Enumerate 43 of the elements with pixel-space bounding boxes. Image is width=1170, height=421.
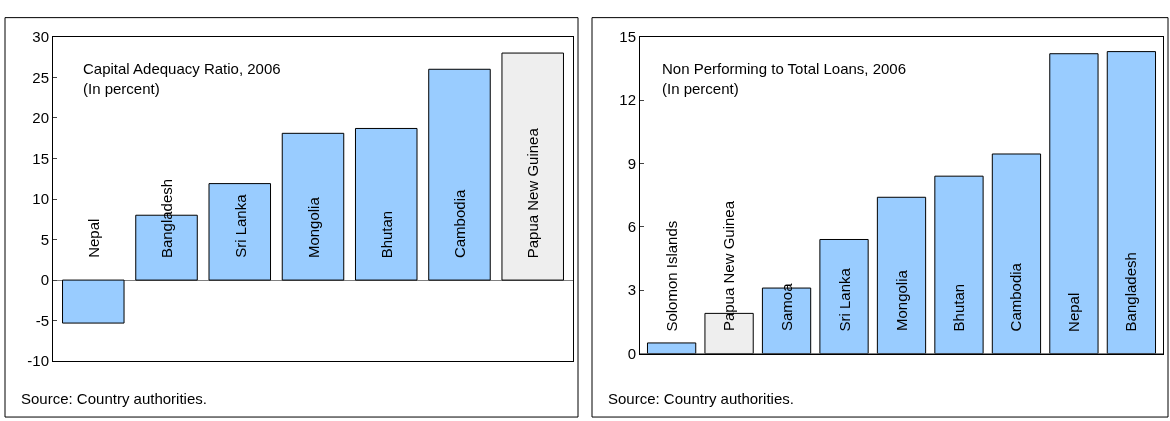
y-tick-label: 30 (32, 28, 49, 46)
y-tick-label: 3 (627, 281, 636, 299)
category-label: Mongolia (304, 197, 322, 259)
y-tick-label: 5 (40, 230, 49, 248)
text: (In percent) (662, 79, 739, 97)
bar (501, 52, 564, 281)
y-tick-label: -5 (35, 311, 49, 329)
category-label: Sri Lanka (835, 268, 853, 332)
category-label: Cambodia (450, 189, 468, 259)
text: Capital Adequacy Ratio, 2006 (83, 60, 281, 77)
bar (208, 183, 272, 281)
category-label: Mongolia (893, 270, 910, 331)
y-tick-label: 12 (619, 91, 636, 109)
category-label: Bangladesh (157, 178, 175, 259)
y-tick-label: 25 (32, 68, 49, 86)
text: (In percent) (83, 79, 160, 97)
y-tick-label: 6 (627, 218, 636, 236)
bar (428, 68, 491, 281)
y-tick-label: 20 (32, 109, 49, 127)
bar (354, 127, 418, 281)
bar (62, 279, 125, 324)
y-tick-label: -10 (27, 352, 49, 370)
y-tick-label: 0 (627, 344, 636, 362)
category-label: Nepal (1064, 292, 1082, 332)
category-label: Bangladesh (1122, 252, 1140, 332)
source-note: Source: Country authorities. (21, 390, 207, 407)
category-label: Papua New Guinea (524, 128, 542, 259)
category-label: Cambodia (1007, 263, 1025, 332)
y-tick-label: 0 (40, 271, 49, 289)
bar (281, 132, 345, 281)
y-tick-label: 15 (619, 28, 636, 46)
y-tick-label: 9 (627, 154, 636, 172)
category-label: Bhutan (950, 283, 968, 332)
category-label: Sri Lanka (231, 194, 249, 258)
category-label: Papua New Guinea (720, 200, 738, 332)
text: Non Performing to Total Loans, 2006 (662, 60, 907, 77)
category-label: Solomon Islands (662, 220, 680, 332)
category-label: Samoa (778, 283, 796, 332)
category-label: Bhutan (378, 210, 396, 259)
category-label: Nepal (84, 218, 102, 258)
source-note: Source: Country authorities. (608, 390, 794, 407)
y-tick-label: 10 (32, 190, 49, 208)
y-tick-label: 15 (32, 149, 49, 167)
